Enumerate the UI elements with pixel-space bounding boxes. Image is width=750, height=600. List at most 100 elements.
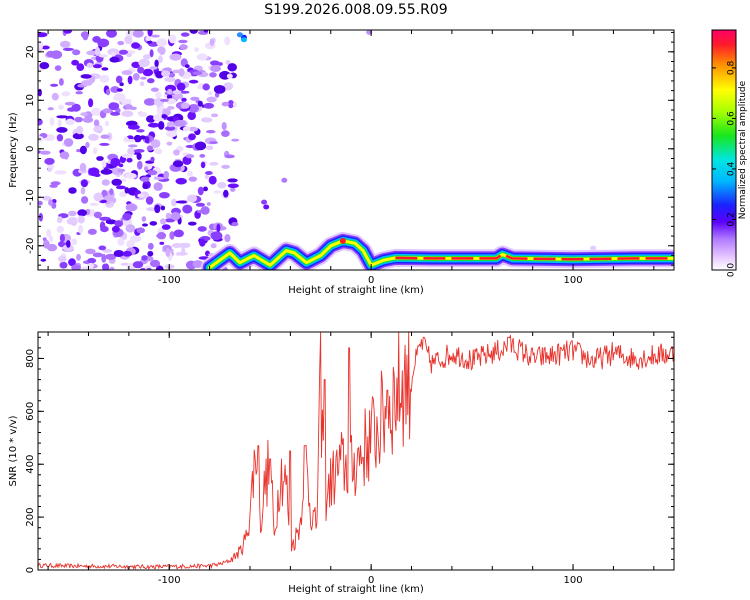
noise-blob [93, 125, 103, 133]
noise-blob [208, 175, 217, 185]
noise-blob [98, 54, 109, 58]
noise-blob [136, 227, 145, 234]
noise-blob [100, 226, 109, 233]
noise-blob [223, 82, 234, 91]
noise-blob [62, 244, 74, 252]
colorbar-tick-label: 0.2 [727, 212, 737, 226]
noise-blob [101, 67, 109, 71]
noise-blob [38, 200, 43, 206]
noise-blob [188, 79, 199, 84]
noise-blob [117, 40, 125, 46]
noise-blob [184, 64, 190, 68]
noise-blob [202, 83, 210, 91]
noise-blob [118, 49, 129, 55]
noise-blob [146, 207, 157, 212]
noise-blob [47, 107, 54, 111]
noise-blob [38, 118, 43, 126]
noise-blob [80, 112, 88, 117]
colorbar-tick-label: 0.4 [727, 162, 737, 177]
y-tick-label: 600 [25, 402, 36, 421]
noise-blob [137, 160, 143, 170]
noise-blob [153, 176, 166, 180]
noise-blob [175, 177, 187, 185]
noise-blob [76, 63, 85, 71]
noise-blob [179, 44, 188, 50]
noise-blob [187, 170, 193, 177]
noise-blob [140, 176, 150, 182]
noise-blob [110, 111, 121, 116]
noise-blob [102, 249, 113, 253]
noise-blob [43, 239, 50, 249]
noise-blob [227, 63, 237, 72]
noise-blob [38, 32, 48, 38]
noise-blob [103, 263, 110, 270]
noise-blob [38, 41, 44, 50]
noise-blob [166, 130, 178, 138]
noise-blob [185, 154, 195, 159]
noise-blob [121, 110, 134, 117]
snr-y-label: SNR (10 * v/v) [8, 415, 19, 486]
noise-blob [176, 82, 186, 91]
noise-blob [127, 124, 140, 130]
noise-blob [213, 85, 226, 94]
noise-blob [203, 30, 209, 33]
noise-blob [197, 100, 203, 107]
noise-blob [174, 119, 186, 127]
noise-blob [80, 31, 90, 39]
noise-blob [141, 255, 148, 261]
y-tick-label: -10 [25, 189, 36, 205]
noise-blob [147, 250, 154, 257]
noise-blob [167, 106, 175, 110]
noise-blob [221, 122, 227, 131]
figure-title: S199.2026.008.09.55.R09 [264, 2, 447, 18]
y-tick-label: 400 [25, 455, 36, 474]
noise-blob [188, 176, 198, 182]
noise-blob [117, 168, 126, 173]
noise-blob [203, 186, 208, 192]
noise-blob [57, 119, 62, 128]
noise-blob [102, 108, 112, 114]
noise-blob [78, 216, 84, 224]
noise-blob [51, 199, 57, 204]
noise-blob [142, 68, 154, 77]
noise-blob [64, 152, 69, 160]
noise-blob [161, 108, 171, 116]
noise-blob [76, 149, 81, 153]
noise-blob [58, 104, 64, 110]
noise-blob [109, 56, 120, 63]
noise-blob [85, 141, 90, 149]
noise-blob [178, 68, 185, 77]
noise-blob [88, 167, 100, 177]
noise-blob [118, 163, 124, 168]
noise-blob [120, 98, 132, 104]
colorbar-ticks: 0.00.20.40.60.8 [711, 29, 737, 277]
y-tick-label: 0 [25, 146, 36, 152]
noise-blob [192, 260, 204, 268]
noise-blob [211, 113, 219, 118]
noise-blob [132, 261, 144, 269]
noise-blob [144, 136, 150, 144]
noise-blob [180, 102, 190, 109]
noise-blob [206, 202, 211, 206]
noise-blob [147, 242, 154, 250]
noise-blob [39, 150, 51, 155]
snr-line [38, 332, 674, 570]
noise-blob [56, 115, 69, 119]
noise-blob [154, 204, 161, 214]
noise-blob [240, 37, 247, 43]
noise-blob [68, 187, 77, 194]
noise-blob [188, 133, 196, 141]
noise-blob [110, 157, 121, 167]
noise-blob [136, 129, 145, 133]
noise-blob [147, 170, 158, 176]
noise-blob [161, 114, 168, 119]
noise-blob [128, 144, 138, 148]
noise-blob [111, 178, 122, 186]
noise-blob [89, 202, 99, 206]
noise-blob [199, 238, 206, 247]
snr-series [38, 332, 674, 570]
noise-blob [47, 167, 52, 172]
noise-blob [179, 90, 190, 94]
noise-blob [92, 64, 102, 69]
